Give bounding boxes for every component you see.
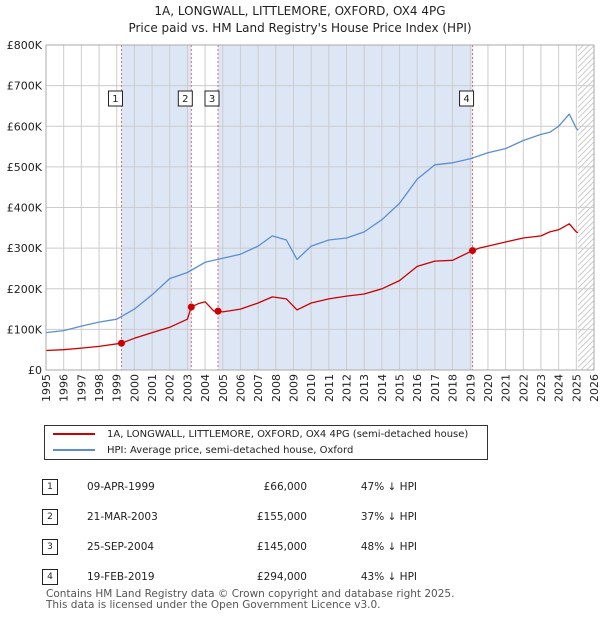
y-tick-label: £200K bbox=[7, 283, 43, 296]
sale-hpi-diff: 37% ↓ HPI bbox=[360, 511, 417, 523]
x-tick-label: 2016 bbox=[411, 374, 424, 402]
y-tick-label: £0 bbox=[28, 364, 42, 377]
footer: Contains HM Land Registry data © Crown c… bbox=[46, 589, 454, 611]
x-tick-label: 2010 bbox=[305, 374, 318, 402]
x-tick-label: 2020 bbox=[482, 374, 495, 402]
sale-hpi-diff: 48% ↓ HPI bbox=[360, 541, 417, 553]
x-tick-label: 2021 bbox=[500, 374, 513, 402]
x-tick-label: 2023 bbox=[535, 374, 548, 402]
x-tick-label: 2022 bbox=[517, 374, 530, 402]
sale-marker-label: 2 bbox=[182, 94, 188, 105]
table-row: 2 21-MAR-2003 £155,000 37% ↓ HPI bbox=[42, 502, 427, 532]
sale-number-badge: 3 bbox=[42, 539, 58, 555]
legend-price-label: 1A, LONGWALL, LITTLEMORE, OXFORD, OX4 4P… bbox=[107, 429, 469, 440]
sale-date: 09-APR-1999 bbox=[87, 481, 155, 493]
sale-hpi-diff: 47% ↓ HPI bbox=[360, 481, 417, 493]
y-tick-label: £300K bbox=[7, 242, 43, 255]
price-chart: £0 £100K £200K £300K £400K £500K £600K £700K £80… bbox=[7, 39, 600, 402]
x-tick-label: 2019 bbox=[464, 374, 477, 402]
x-tick-label: 2001 bbox=[146, 374, 159, 402]
sale-marker-box bbox=[107, 90, 123, 107]
x-tick-label: 2000 bbox=[128, 374, 141, 402]
x-tick-label: 2026 bbox=[588, 374, 600, 402]
x-tick-label: 2003 bbox=[181, 374, 194, 402]
sale-number-badge: 4 bbox=[42, 569, 58, 585]
legend: 1A, LONGWALL, LITTLEMORE, OXFORD, OX4 4P… bbox=[44, 425, 488, 460]
hpi-line bbox=[45, 113, 579, 334]
price-paid-line bbox=[45, 223, 579, 352]
footer-copyright: Contains HM Land Registry data © Crown c… bbox=[46, 588, 455, 600]
x-tick-label: 1996 bbox=[58, 374, 71, 402]
sale-point bbox=[469, 247, 477, 255]
x-tick-label: 2015 bbox=[394, 374, 407, 402]
sale-date: 25-SEP-2004 bbox=[87, 541, 155, 553]
x-tick-label: 1999 bbox=[111, 374, 124, 402]
sale-marker-label: 1 bbox=[112, 94, 118, 105]
y-tick-label: £800K bbox=[7, 39, 43, 52]
legend-hpi-label: HPI: Average price, semi-detached house,… bbox=[107, 445, 354, 456]
y-tick-label: £700K bbox=[7, 80, 43, 93]
sale-number-badge: 1 bbox=[42, 479, 58, 495]
sales-table: 1 09-APR-1999 £66,000 47% ↓ HPI 2 21-MAR… bbox=[42, 472, 427, 592]
x-tick-label: 2025 bbox=[570, 374, 583, 402]
y-tick-label: £400K bbox=[7, 202, 43, 215]
sale-date: 19-FEB-2019 bbox=[87, 571, 155, 583]
x-tick-label: 2008 bbox=[270, 374, 283, 402]
sale-point bbox=[117, 339, 125, 347]
x-tick-label: 2007 bbox=[252, 374, 265, 402]
x-tick-label: 2014 bbox=[376, 374, 389, 402]
sale-marker-box bbox=[459, 90, 475, 107]
hpi-line-swatch bbox=[53, 449, 95, 451]
sale-number-badge: 2 bbox=[42, 509, 58, 525]
sale-hpi-diff: 43% ↓ HPI bbox=[360, 571, 417, 583]
x-tick-label: 2024 bbox=[553, 374, 566, 402]
sale-point bbox=[214, 307, 222, 315]
x-tick-label: 2006 bbox=[234, 374, 247, 402]
sale-point bbox=[187, 303, 195, 311]
sale-price: £155,000 bbox=[256, 511, 307, 523]
x-tick-label: 2017 bbox=[429, 374, 442, 402]
y-tick-label: £100K bbox=[7, 323, 43, 336]
x-tick-label: 2011 bbox=[323, 374, 336, 402]
x-tick-label: 2009 bbox=[287, 374, 300, 402]
legend-item-hpi: HPI: Average price, semi-detached house,… bbox=[53, 443, 353, 459]
chart-title: 1A, LONGWALL, LITTLEMORE, OXFORD, OX4 4P… bbox=[154, 4, 446, 18]
sale-price: £66,000 bbox=[263, 481, 307, 493]
footer-licence: This data is licensed under the Open Gov… bbox=[46, 599, 381, 611]
x-tick-label: 2004 bbox=[199, 374, 212, 402]
x-tick-label: 1997 bbox=[75, 374, 88, 402]
y-tick-label: £600K bbox=[7, 120, 43, 133]
price-line-swatch bbox=[53, 433, 95, 435]
sale-marker-label: 4 bbox=[463, 94, 469, 105]
x-tick-label: 2005 bbox=[217, 374, 230, 402]
legend-item-price: 1A, LONGWALL, LITTLEMORE, OXFORD, OX4 4P… bbox=[53, 427, 468, 443]
x-tick-label: 2002 bbox=[164, 374, 177, 402]
x-tick-label: 2018 bbox=[447, 374, 460, 402]
x-tick-label: 1998 bbox=[93, 374, 106, 402]
sale-marker-label: 3 bbox=[209, 94, 215, 105]
sale-date: 21-MAR-2003 bbox=[87, 511, 158, 523]
table-row: 1 09-APR-1999 £66,000 47% ↓ HPI bbox=[42, 472, 427, 502]
plot-border bbox=[45, 44, 595, 371]
sale-price: £145,000 bbox=[256, 541, 307, 553]
sale-price: £294,000 bbox=[256, 571, 307, 583]
x-tick-label: 1995 bbox=[40, 374, 53, 402]
sale-marker-box bbox=[177, 90, 193, 107]
x-tick-label: 2013 bbox=[358, 374, 371, 402]
chart-subtitle: Price paid vs. HM Land Registry's House … bbox=[128, 21, 472, 35]
table-row: 4 19-FEB-2019 £294,000 43% ↓ HPI bbox=[42, 562, 427, 592]
table-row: 3 25-SEP-2004 £145,000 48% ↓ HPI bbox=[42, 532, 427, 562]
sale-marker-box bbox=[204, 90, 220, 107]
x-tick-label: 2012 bbox=[341, 374, 354, 402]
y-tick-label: £500K bbox=[7, 161, 43, 174]
